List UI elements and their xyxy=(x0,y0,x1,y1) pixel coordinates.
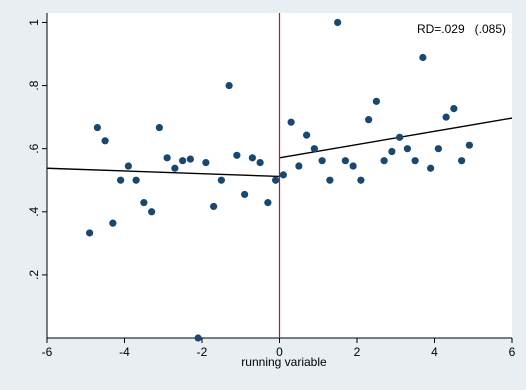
x-tick-label: -4 xyxy=(119,345,130,359)
y-tick-label: 1 xyxy=(27,19,41,26)
data-point xyxy=(163,154,171,162)
data-point xyxy=(279,171,287,179)
data-point xyxy=(179,157,187,165)
data-point xyxy=(117,176,125,184)
data-point xyxy=(419,53,427,62)
data-point xyxy=(465,141,473,149)
x-tick-label: 2 xyxy=(354,345,361,359)
fit-line-right xyxy=(279,117,513,159)
data-point xyxy=(86,229,94,237)
data-point xyxy=(372,97,380,105)
data-point xyxy=(349,162,357,170)
data-point xyxy=(295,162,303,170)
data-point xyxy=(217,176,225,184)
data-point xyxy=(287,118,295,126)
scatter-points xyxy=(86,18,473,342)
data-point xyxy=(248,154,256,162)
x-axis-label: running variable xyxy=(241,355,327,369)
y-tick-label: .4 xyxy=(27,206,41,216)
data-point xyxy=(132,176,140,184)
data-point xyxy=(411,157,419,165)
y-axis-ticks: .2 .4 .6 .8 1 xyxy=(27,19,47,280)
data-point xyxy=(388,147,396,156)
data-point xyxy=(202,158,210,167)
data-point xyxy=(186,155,194,163)
x-tick-label: -2 xyxy=(197,345,208,359)
x-axis-ticks: -6 -4 -2 0 2 4 6 xyxy=(42,338,516,359)
data-point xyxy=(148,208,156,216)
data-point xyxy=(442,113,450,121)
fit-line-left xyxy=(46,167,280,178)
x-tick-label: 0 xyxy=(276,345,283,359)
data-point xyxy=(310,145,318,153)
data-point xyxy=(396,133,404,141)
data-point xyxy=(458,157,466,165)
data-point xyxy=(341,157,349,165)
x-tick-label: 6 xyxy=(509,345,516,359)
x-tick-label: -6 xyxy=(42,345,53,359)
rd-annotation: RD=.029 (.085) xyxy=(417,22,506,36)
data-point xyxy=(303,131,311,139)
data-point xyxy=(403,145,411,153)
data-point xyxy=(171,164,179,172)
data-point xyxy=(241,190,249,199)
y-tick-label: .8 xyxy=(27,80,41,90)
y-tick-label: .2 xyxy=(27,270,41,280)
data-point xyxy=(233,151,241,159)
data-point xyxy=(434,145,442,153)
data-point xyxy=(194,334,202,342)
data-point xyxy=(264,199,272,207)
data-point xyxy=(326,176,334,184)
data-point xyxy=(256,158,264,167)
data-point xyxy=(124,162,132,170)
data-point xyxy=(380,157,388,165)
data-point xyxy=(357,176,365,184)
data-point xyxy=(93,123,101,132)
data-point xyxy=(334,18,342,27)
data-point xyxy=(225,81,233,90)
data-point xyxy=(450,105,458,113)
data-point xyxy=(427,164,435,172)
data-point xyxy=(318,157,326,165)
fit-lines xyxy=(46,117,513,178)
data-point xyxy=(365,116,373,124)
y-tick-label: .6 xyxy=(27,143,41,153)
data-point xyxy=(210,202,218,211)
data-point xyxy=(101,137,109,145)
x-tick-label: 4 xyxy=(431,345,438,359)
data-point xyxy=(272,176,280,184)
data-point xyxy=(140,199,148,207)
data-point xyxy=(109,219,117,227)
data-point xyxy=(155,123,163,132)
